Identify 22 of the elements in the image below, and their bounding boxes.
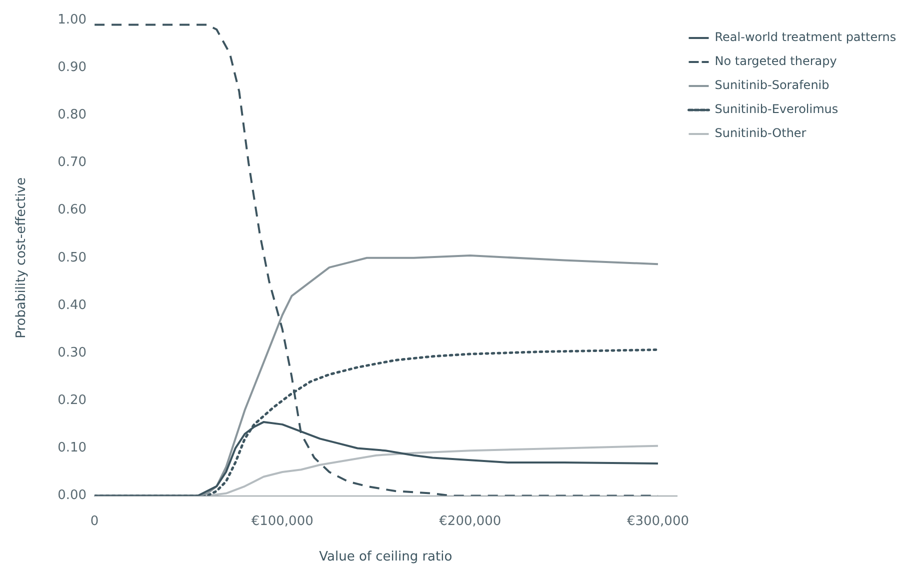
y-tick-label: 0.90 <box>58 60 87 75</box>
y-tick-label: 0.10 <box>58 440 87 456</box>
x-axis-title: Value of ceiling ratio <box>319 550 452 565</box>
y-tick-label: 0.80 <box>58 108 87 123</box>
y-tick-label: 0.50 <box>58 250 87 266</box>
x-tick-label: €200,000 <box>439 514 502 529</box>
legend-label: Sunitinib-Everolimus <box>714 102 838 116</box>
legend-label: Real-world treatment patterns <box>714 30 896 44</box>
legend-label: No targeted therapy <box>714 54 837 68</box>
y-tick-label: 0.20 <box>58 393 87 408</box>
legend-label: Sunitinib-Other <box>714 126 806 140</box>
x-tick-label: €300,000 <box>626 514 689 529</box>
y-tick-label: 0.00 <box>58 488 87 504</box>
y-tick-label: 0.60 <box>58 202 87 218</box>
y-axis-title: Probability cost-effective <box>14 177 30 338</box>
y-tick-label: 1.00 <box>58 12 87 28</box>
y-tick-label: 0.40 <box>58 298 87 313</box>
x-tick-label: €100,000 <box>251 514 314 529</box>
legend-label: Sunitinib-Sorafenib <box>714 78 830 92</box>
y-tick-label: 0.30 <box>58 345 87 360</box>
y-tick-label: 0.70 <box>58 155 87 170</box>
x-tick-label: 0 <box>90 514 99 529</box>
